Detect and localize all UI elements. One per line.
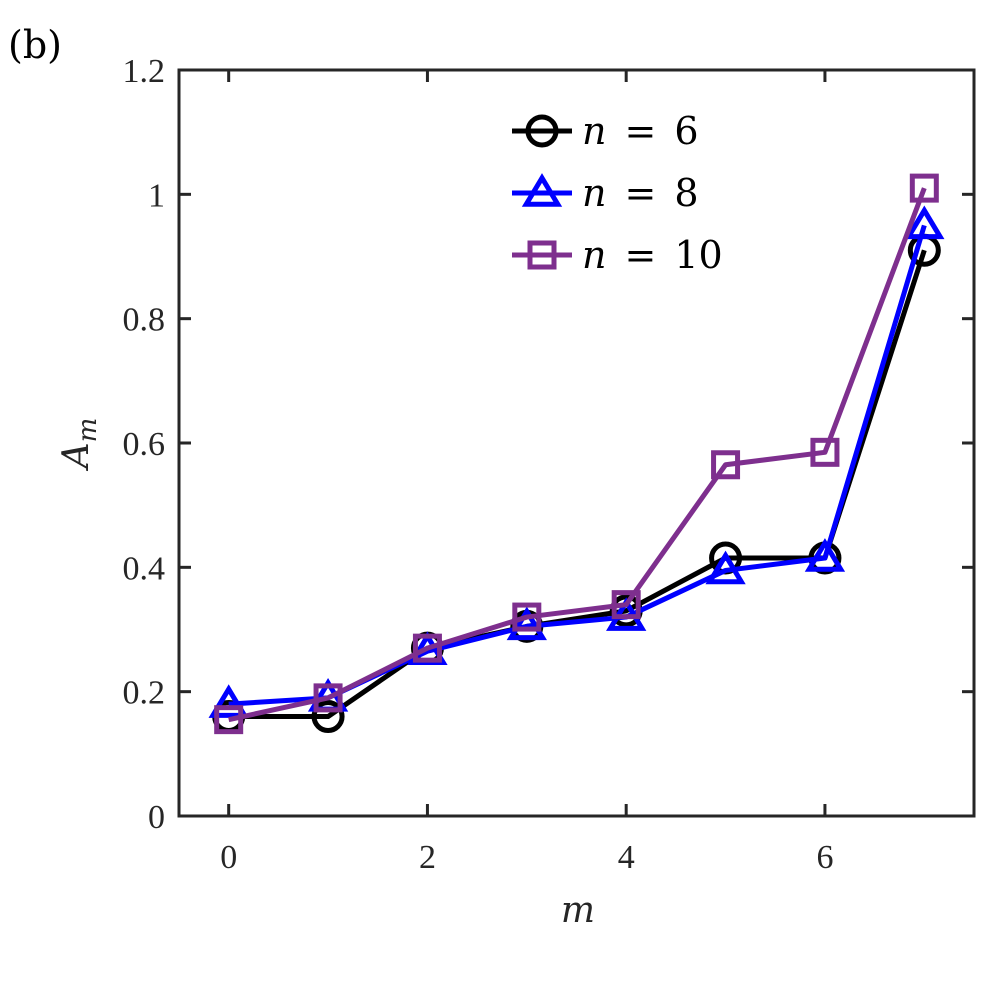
data-point-triangle	[904, 205, 945, 240]
data-point-square	[512, 602, 542, 632]
data-point-triangle	[208, 684, 249, 718]
data-point-square	[611, 590, 641, 620]
y-tick-label: 0.4	[123, 550, 166, 587]
panel-label: (b)	[8, 23, 62, 67]
x-axis-label: m	[561, 890, 595, 931]
data-point-square	[214, 705, 244, 735]
data-point-square	[711, 450, 741, 480]
data-point-square	[412, 633, 442, 663]
x-tick-label: 4	[618, 839, 635, 876]
y-axis-label-subscript: m	[73, 418, 103, 443]
legend-label: n = 6	[582, 109, 699, 153]
legend-item: n = 8	[512, 171, 699, 215]
legend-label: n = 10	[582, 233, 723, 277]
series-line	[228, 249, 927, 720]
y-tick-label: 0	[148, 799, 165, 836]
data-point-square	[909, 173, 939, 203]
data-point-square	[810, 437, 840, 467]
legend-item: n = 6	[512, 109, 699, 153]
legend: n = 6 n = 8 n = 10	[512, 109, 723, 277]
axis-ticks	[179, 68, 974, 818]
y-tick-label: 0.6	[123, 426, 166, 463]
y-tick-label: 0.8	[123, 302, 166, 339]
series-circle	[212, 233, 941, 734]
svg-text:Am: Am	[56, 418, 103, 472]
legend-item: n = 10	[512, 233, 723, 277]
y-tick-label: 1	[148, 177, 165, 214]
y-tick-label: 0.2	[123, 675, 166, 712]
series-square	[214, 173, 939, 735]
x-tick-label: 2	[419, 839, 436, 876]
data-point-circle	[311, 700, 345, 734]
y-axis-label: Am	[56, 418, 103, 472]
data-point-triangle	[506, 606, 547, 641]
data-series	[208, 173, 945, 735]
legend-marker-square	[527, 240, 557, 270]
x-tick-labels: 0 2 4 6	[220, 839, 833, 876]
data-point-triangle	[705, 550, 746, 585]
legend-marker-circle	[525, 114, 559, 148]
y-tick-label: 1.2	[123, 53, 166, 90]
series-line	[228, 187, 927, 723]
legend-marker-triangle	[521, 173, 563, 207]
y-tick-labels: 0 0.2 0.4 0.6 0.8 1 1.2	[123, 53, 166, 836]
x-tick-label: 6	[816, 839, 833, 876]
data-point-triangle	[804, 538, 846, 572]
legend-label: n = 8	[582, 171, 699, 215]
y-axis-label-main: A	[56, 442, 97, 471]
x-tick-label: 0	[220, 839, 237, 876]
data-point-square	[313, 683, 343, 713]
